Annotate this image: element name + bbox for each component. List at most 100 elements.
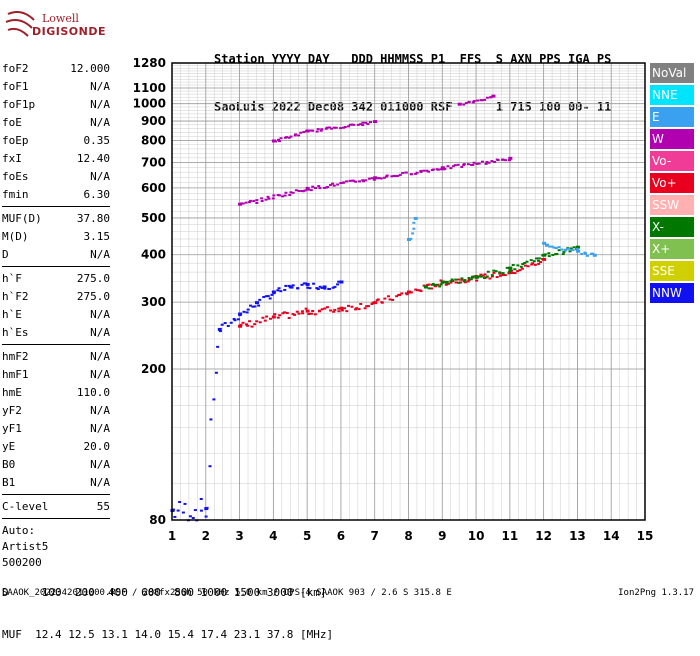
legend-item: SSE [650,261,694,281]
echo-point [332,310,336,313]
echo-point [427,170,431,173]
echo-point [260,197,264,200]
echo-point [368,121,372,124]
echo-point [244,323,248,326]
echo-point [289,135,293,138]
echo-point [430,287,434,290]
echo-point [554,247,558,250]
echo-point [303,189,307,192]
echo-point [258,298,262,301]
echo-traces [170,94,597,522]
y-tick-label: 80 [149,513,166,527]
echo-point [332,126,336,129]
logo-text-lowell: Lowell [42,12,79,25]
echo-point [431,282,435,285]
y-tick-label: 800 [141,133,166,147]
param-label: MUF(D) [2,212,42,225]
echo-point [440,280,445,284]
echo-point [385,174,389,177]
echo-point [248,320,252,323]
param-label: yF2 [2,404,22,417]
echo-point [329,183,333,186]
echo-point [530,263,534,266]
echo-point [542,253,547,257]
echo-point [529,259,533,262]
param-value: N/A [90,326,110,339]
y-tick-label: 200 [141,362,166,376]
echo-point [334,126,338,129]
echo-point [451,165,455,168]
echo-point [260,200,264,203]
echo-point [328,126,332,129]
echo-point [311,129,315,132]
echo-point [316,288,320,291]
y-tick-label: 400 [141,248,166,262]
echo-point [520,267,524,270]
echo-point [367,177,371,180]
param-label: foE [2,116,22,129]
echo-point [272,194,276,197]
echo-point [322,285,327,289]
echo-point [324,127,328,130]
echo-point [398,293,402,296]
echo-point [271,290,276,294]
echo-point [354,180,358,183]
echo-point [238,202,243,206]
echo-point [268,297,272,300]
legend-item: NNW [650,283,694,303]
echo-point [419,290,423,293]
echo-point [345,310,349,313]
echo-point [483,98,487,101]
x-tick-label: 10 [468,529,485,543]
echo-point [415,289,419,292]
param-value: N/A [90,308,110,321]
echo-point [561,253,565,256]
param-group-confidence: C-level 55 [2,498,110,516]
plot-frame [171,62,646,521]
echo-point [457,102,462,106]
echo-point [460,277,464,280]
param-row: C-level 55 [2,498,110,516]
echo-point [523,264,527,267]
echo-point [232,318,236,321]
muf-row: MUF 12.4 12.5 13.1 14.0 15.4 17.4 23.1 3… [2,628,334,641]
echo-point [278,194,282,197]
echo-point [363,307,367,310]
echo-point [193,509,197,512]
echo-point [251,305,255,308]
echo-point [542,241,547,245]
param-label: yE [2,440,16,453]
param-value: 3.15 [83,230,111,243]
param-label: yF1 [2,422,22,435]
x-tick-label: 4 [269,529,277,543]
param-label: foF2 [2,62,29,75]
echo-point [266,195,270,198]
echo-point [525,260,529,263]
echo-point [373,176,378,180]
echo-point [247,201,251,204]
echo-point [273,313,277,316]
echo-point [173,515,177,518]
echo-point [498,272,502,275]
auto-line: 500200 [2,556,42,569]
param-row: MUF(D) 37.80 [2,210,110,228]
echo-point [449,280,453,283]
echo-point [204,515,208,518]
echo-point [370,302,374,305]
param-row: B0 N/A [2,456,110,474]
echo-point [395,295,399,298]
echo-point [366,123,370,126]
echo-point [498,274,502,277]
echo-point [359,302,363,305]
echo-point [471,163,475,166]
echo-point [493,161,497,164]
echo-point [333,308,337,311]
echo-point [254,301,259,305]
echo-point [484,162,488,165]
echo-point [337,307,341,310]
echo-point [294,133,298,136]
y-tick-label: 500 [141,211,166,225]
echo-point [521,262,525,265]
param-row: h`E N/A [2,306,110,324]
echo-point [300,310,304,313]
